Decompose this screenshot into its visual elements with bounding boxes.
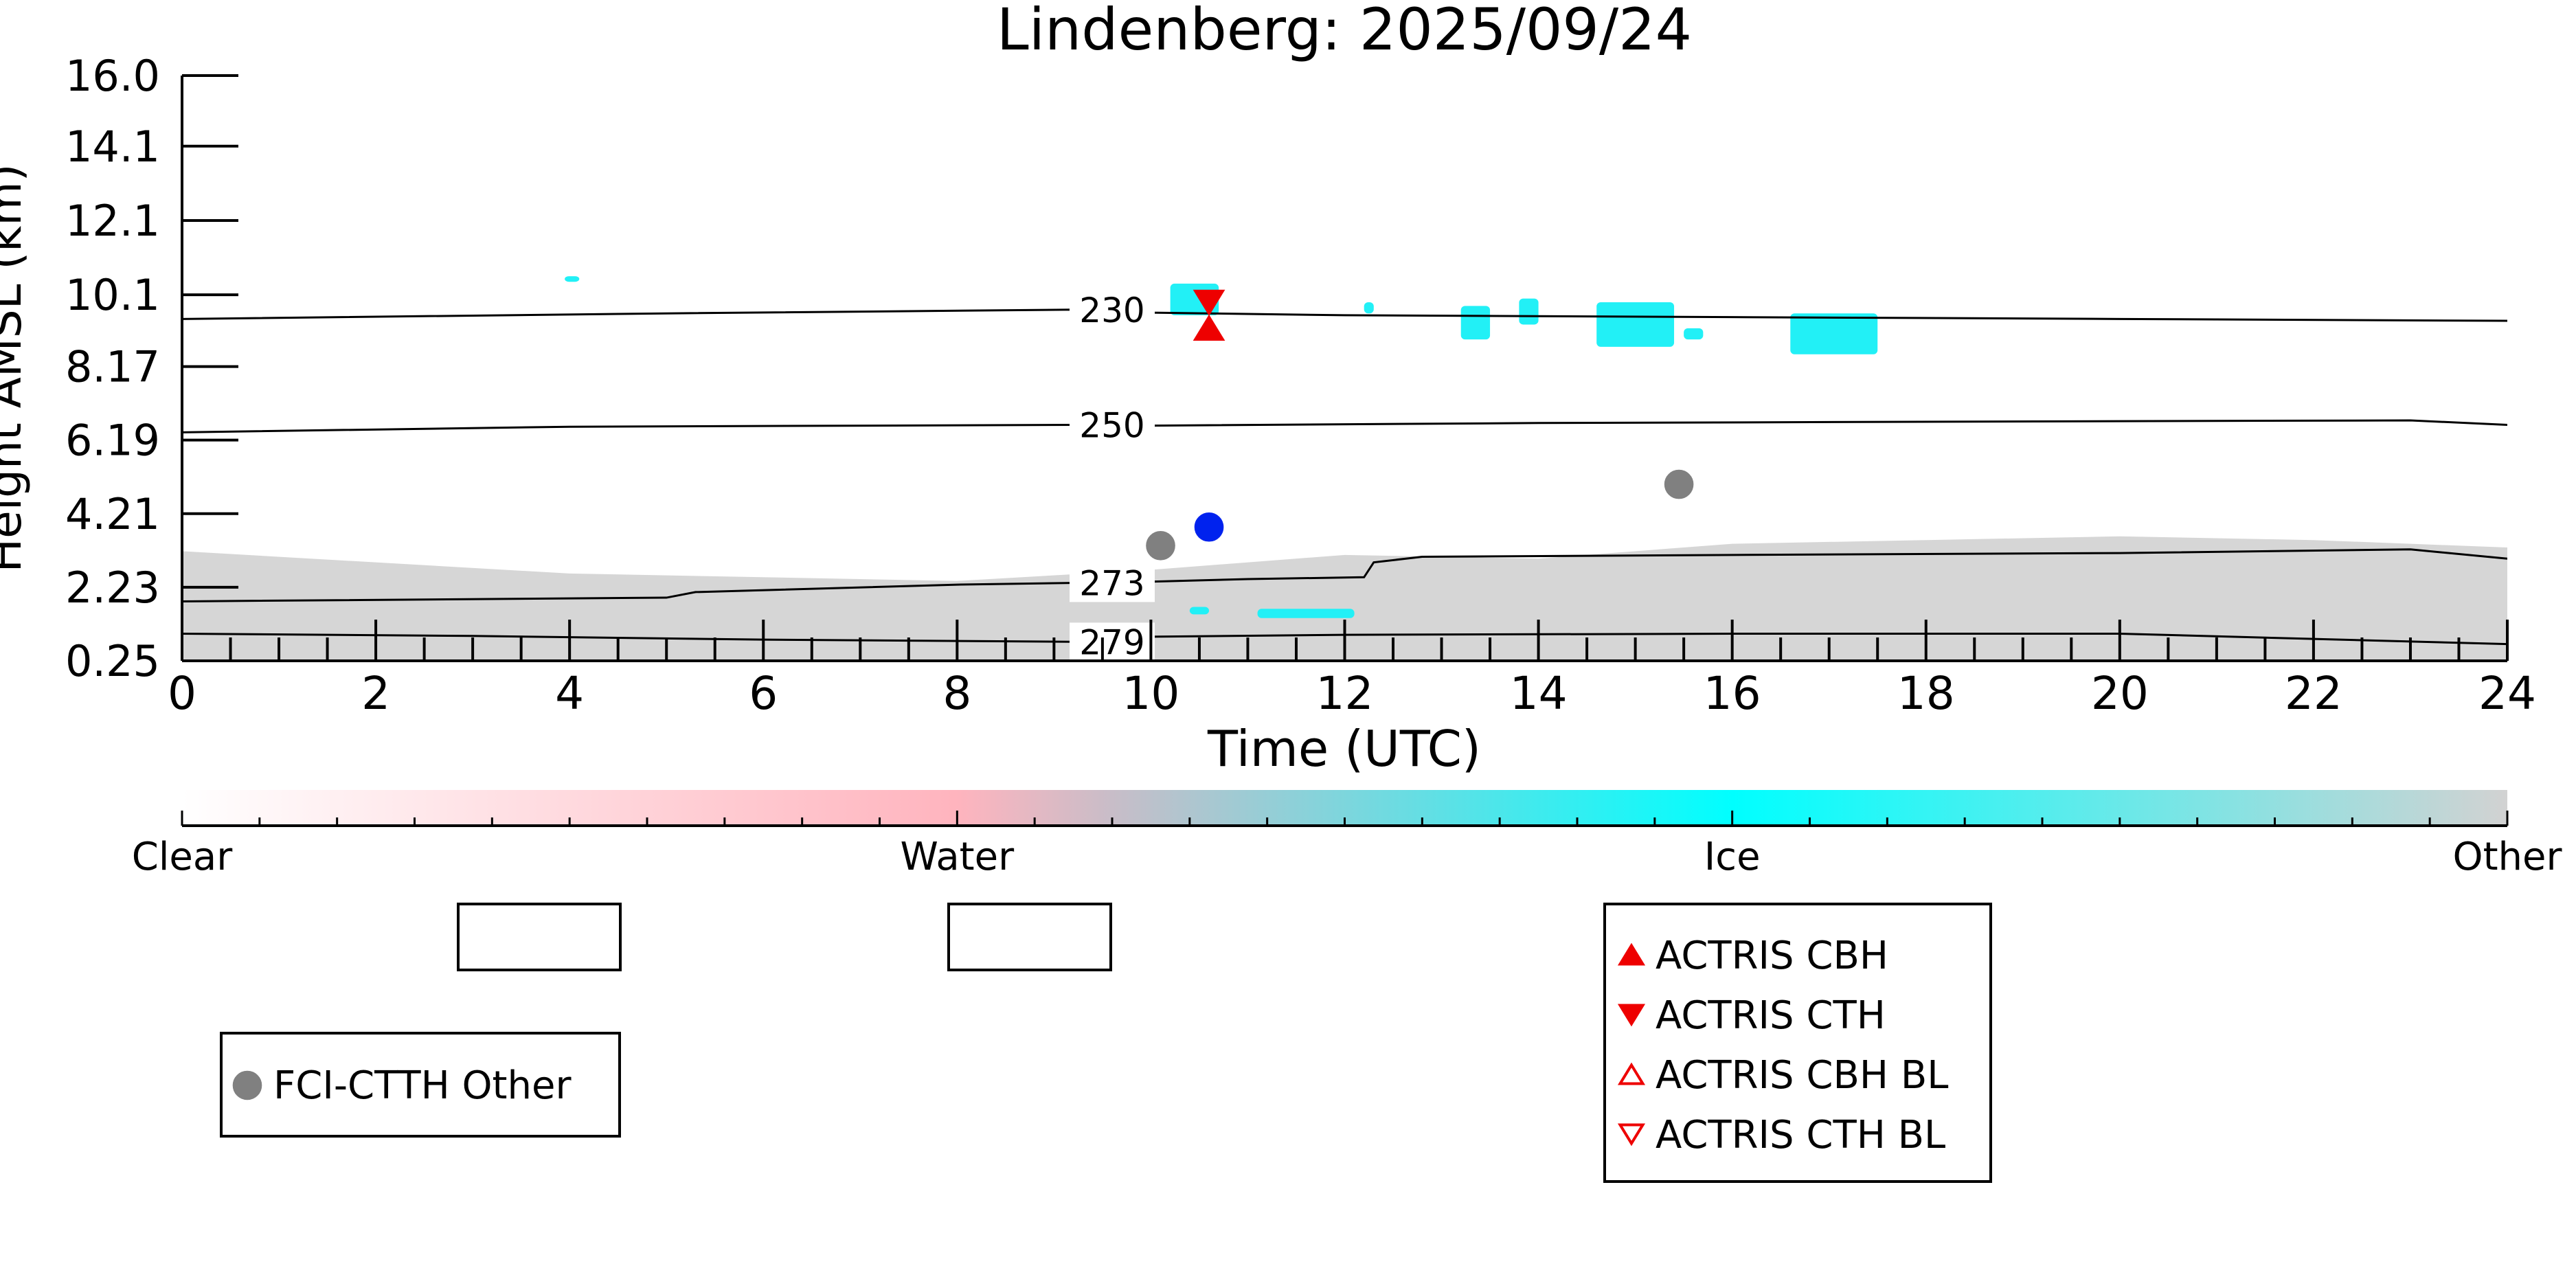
legend-marker-actris-cbh [1617,942,1646,966]
y-tick-label-8: 16.0 [65,51,160,101]
legend-label-actris-cbh: ACTRIS CBH [1656,934,1888,978]
ice-cloud-patch-5 [1596,302,1675,347]
x-tick-label-1: 2 [361,667,390,720]
x-tick-label-7: 14 [1510,667,1568,720]
contour-label-250: 250 [1079,405,1144,445]
ice-cloud-patch-2 [1364,302,1374,314]
legend-label-actris-cbh-bl: ACTRIS CBH BL [1656,1053,1948,1098]
y-tick-label-2: 4.21 [65,489,160,539]
legend-marker-actris-cth-bl [1617,1123,1646,1146]
legend-box-fci [220,1032,621,1138]
x-tick-label-3: 6 [749,667,778,720]
contour-label-bg-250 [1070,405,1155,444]
x-axis-label: Time (UTC) [1207,720,1481,778]
x-tick-label-11: 22 [2285,667,2342,720]
x-tick-label-5: 10 [1122,667,1179,720]
data-point-5-0 [1194,512,1224,542]
contour-label-bg-273 [1070,563,1155,602]
ice-cloud-patch-7 [1790,313,1878,354]
ice-cloud-patch-9 [1257,609,1355,618]
y-tick-label-6: 12.1 [65,196,160,246]
legend-box-empty-1 [457,903,622,971]
x-tick-label-8: 16 [1704,667,1761,720]
ice-cloud-patch-6 [1684,328,1704,340]
contour-label-bg-230 [1070,290,1155,329]
x-tick-label-0: 0 [168,667,196,720]
legend-marker-actris-cbh-bl [1617,1062,1646,1085]
contour-label-279: 279 [1079,622,1144,662]
data-point-1-0 [1193,289,1225,317]
legend-box-empty-2 [947,903,1112,971]
ice-cloud-patch-8 [1189,607,1210,615]
y-tick-label-5: 10.1 [65,270,160,320]
data-point-4-1 [1664,469,1694,499]
ice-cloud-patch-0 [565,276,580,282]
colorbar-label-water: Water [901,835,1015,879]
x-tick-label-4: 8 [942,667,971,720]
y-tick-label-0: 0.25 [65,636,160,686]
temperature-contour-230 [182,308,2507,322]
x-tick-label-10: 20 [2091,667,2149,720]
x-tick-label-12: 24 [2478,667,2536,720]
colorbar-label-other: Other [2452,835,2562,879]
legend-label-fci-ctth-other: FCI-CTTH Other [273,1063,572,1108]
y-tick-label-1: 2.23 [65,563,160,613]
contour-label-230: 230 [1079,291,1144,330]
contour-label-bg-279 [1070,622,1155,661]
ice-cloud-patch-3 [1460,306,1491,340]
legends: FCI-CTTH Other ACTRIS CBH ACTRIS CTH ACTRIS… [220,903,1992,1183]
y-tick-label-7: 14.1 [65,122,160,172]
y-tick-label-4: 8.17 [65,342,160,392]
x-tick-label-6: 12 [1316,667,1374,720]
data-point-0-0 [1193,314,1225,341]
data-point-4-0 [1146,531,1175,561]
legend-marker-actris-cth [1617,1004,1646,1027]
legend-label-actris-cth: ACTRIS CTH [1656,993,1886,1038]
legend-label-actris-cth-bl: ACTRIS CTH BL [1656,1113,1945,1157]
colorbar: Clear Water Ice Other [132,790,2562,879]
temperature-contour-250 [182,419,2507,433]
x-tick-label-9: 18 [1897,667,1955,720]
x-tick-label-2: 4 [555,667,584,720]
legend-marker-fci-ctth-other [232,1070,262,1100]
y-tick-label-3: 6.19 [65,416,160,466]
temperature-contour-273 [182,548,2507,602]
contour-label-273: 273 [1079,563,1144,603]
legend-box-actris [1603,903,1992,1183]
plot-area: 230 250 273 279 [182,276,2507,662]
colorbar-label-clear: Clear [132,835,233,879]
chart-title: Lindenberg: 2025/09/24 [997,0,1692,63]
y-axis-label: Height AMSL (km) [0,164,32,573]
ice-cloud-patch-4 [1519,298,1539,325]
colorbar-label-ice: Ice [1704,835,1761,879]
